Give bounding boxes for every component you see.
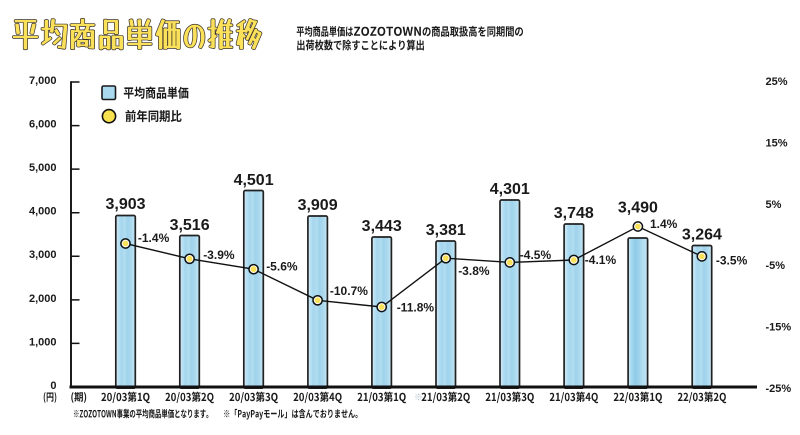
svg-text:4,301: 4,301: [490, 181, 530, 198]
svg-text:-4.5%: -4.5%: [520, 248, 552, 262]
svg-text:-11.8%: -11.8%: [397, 301, 435, 315]
svg-text:-10.7%: -10.7%: [330, 284, 368, 298]
svg-text:1,000: 1,000: [29, 336, 57, 348]
svg-text:6,000: 6,000: [29, 119, 57, 131]
svg-text:-3.9%: -3.9%: [203, 248, 235, 262]
svg-text:-1.4%: -1.4%: [138, 231, 170, 245]
svg-text:15%: 15%: [766, 137, 788, 149]
svg-text:-15%: -15%: [766, 322, 792, 334]
svg-text:3,903: 3,903: [105, 196, 145, 213]
svg-text:-3.8%: -3.8%: [458, 264, 490, 278]
svg-text:4,501: 4,501: [234, 172, 274, 189]
svg-text:3,381: 3,381: [426, 222, 466, 239]
svg-text:3,490: 3,490: [618, 200, 658, 217]
svg-text:3,264: 3,264: [682, 227, 722, 244]
svg-text:1.4%: 1.4%: [650, 217, 678, 231]
svg-text:-5%: -5%: [766, 260, 786, 272]
svg-text:7,000: 7,000: [29, 75, 57, 87]
svg-text:-5.6%: -5.6%: [266, 260, 298, 274]
svg-text:3,000: 3,000: [29, 249, 57, 261]
svg-text:5%: 5%: [766, 199, 782, 211]
svg-text:0: 0: [50, 380, 56, 392]
svg-text:3,443: 3,443: [362, 218, 402, 235]
svg-text:3,909: 3,909: [298, 197, 338, 214]
svg-text:-4.1%: -4.1%: [585, 253, 617, 267]
svg-text:5,000: 5,000: [29, 162, 57, 174]
svg-text:3,516: 3,516: [170, 217, 210, 234]
svg-text:-3.5%: -3.5%: [716, 253, 748, 267]
svg-text:3,748: 3,748: [554, 205, 594, 222]
svg-text:4,000: 4,000: [29, 206, 57, 218]
svg-text:2,000: 2,000: [29, 293, 57, 305]
svg-text:25%: 25%: [766, 76, 788, 88]
svg-text:-25%: -25%: [766, 383, 792, 395]
